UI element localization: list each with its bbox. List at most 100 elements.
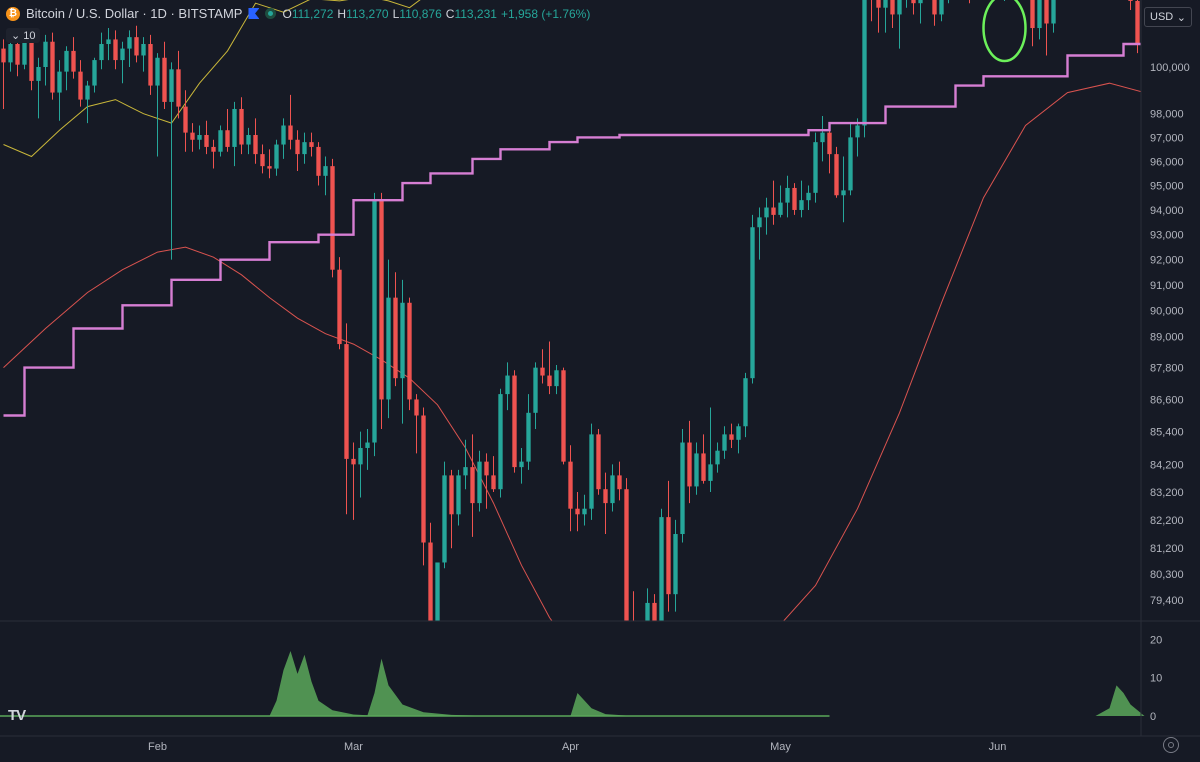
candle-body[interactable] [92,60,97,86]
candle-body[interactable] [764,207,769,218]
candle-body[interactable] [680,442,685,535]
candle-body[interactable] [750,227,755,379]
candle-body[interactable] [813,142,818,193]
candle-body[interactable] [911,0,916,4]
candle-body[interactable] [36,67,41,81]
candle-body[interactable] [841,190,846,196]
candle-body[interactable] [1037,0,1042,29]
candle-body[interactable] [1044,0,1049,24]
candle-body[interactable] [1128,0,1133,1]
candle-body[interactable] [29,39,34,81]
candle-body[interactable] [512,375,517,468]
candle-body[interactable] [99,44,104,61]
candle-body[interactable] [316,146,321,176]
candle-body[interactable] [575,508,580,515]
candle-body[interactable] [673,534,678,595]
candle-body[interactable] [610,475,615,504]
candle-body[interactable] [428,542,433,624]
candle-body[interactable] [834,154,839,196]
candle-body[interactable] [43,41,48,67]
candle-body[interactable] [568,461,573,509]
candle-body[interactable] [239,108,244,145]
candle-body[interactable] [148,44,153,86]
flag-icon[interactable] [248,8,260,19]
candle-body[interactable] [162,57,167,102]
candle-body[interactable] [218,130,223,152]
candle-body[interactable] [463,467,468,476]
candle-body[interactable] [120,48,125,61]
candle-body[interactable] [701,453,706,481]
candle-body[interactable] [456,475,461,515]
candle-body[interactable] [190,132,195,140]
candle-body[interactable] [358,447,363,465]
candle-body[interactable] [309,142,314,147]
candle-body[interactable] [225,130,230,147]
candle-body[interactable] [260,154,265,167]
candle-body[interactable] [386,297,391,400]
candle-body[interactable] [246,134,251,145]
candle-body[interactable] [484,461,489,476]
candle-body[interactable] [421,415,426,543]
candle-body[interactable] [1030,0,1035,29]
candle-body[interactable] [806,192,811,201]
candle-body[interactable] [253,134,258,155]
candle-body[interactable] [561,370,566,462]
candle-body[interactable] [113,39,118,61]
candle-body[interactable] [505,375,510,395]
candle-body[interactable] [85,85,90,100]
candle-body[interactable] [106,39,111,45]
candle-body[interactable] [799,200,804,210]
candle-body[interactable] [526,412,531,462]
candle-body[interactable] [743,378,748,427]
candle-body[interactable] [400,302,405,379]
candle-body[interactable] [498,394,503,490]
candle-body[interactable] [862,0,867,126]
candle-body[interactable] [8,44,13,63]
time-axis[interactable]: Feb Mar Apr May Jun [148,741,1006,753]
candle-body[interactable] [540,367,545,376]
candle-body[interactable] [827,132,832,155]
candle-body[interactable] [169,69,174,102]
candle-body[interactable] [372,200,377,443]
candle-body[interactable] [64,50,69,72]
candle-body[interactable] [1,48,6,63]
tradingview-logo[interactable]: TV [8,707,26,724]
candle-body[interactable] [715,450,720,465]
candle-body[interactable] [939,0,944,15]
candle-body[interactable] [596,434,601,490]
candle-body[interactable] [393,297,398,379]
candle-body[interactable] [820,132,825,143]
candle-body[interactable] [232,108,237,147]
symbol-title[interactable]: Bitcoin / U.S. Dollar · 1D · BITSTAMP [26,6,243,21]
candle-body[interactable] [617,475,622,490]
candle-body[interactable] [778,202,783,215]
candle-body[interactable] [71,50,76,72]
candle-body[interactable] [288,125,293,140]
candle-body[interactable] [631,620,636,692]
candle-body[interactable] [407,302,412,400]
candle-body[interactable] [337,269,342,345]
candle-body[interactable] [582,508,587,515]
candle-body[interactable] [197,134,202,140]
candle-body[interactable] [449,475,454,515]
candle-body[interactable] [876,0,881,8]
candle-body[interactable] [736,426,741,440]
candle-body[interactable] [897,0,902,15]
candle-body[interactable] [365,442,370,448]
candle-body[interactable] [659,517,664,665]
candle-body[interactable] [729,434,734,440]
candle-body[interactable] [78,71,83,100]
candle-body[interactable] [351,458,356,465]
candle-body[interactable] [330,166,335,270]
candle-body[interactable] [652,602,657,665]
candle-body[interactable] [442,475,447,563]
candle-body[interactable] [477,461,482,504]
candle-body[interactable] [554,370,559,387]
candle-body[interactable] [883,0,888,8]
candle-body[interactable] [771,207,776,215]
candle-body[interactable] [638,671,642,692]
price-axis[interactable]: 100,000 98,000 97,000 96,000 95,000 94,000 93,… [1150,62,1190,607]
candle-body[interactable] [624,489,629,621]
candle-body[interactable] [134,37,139,56]
